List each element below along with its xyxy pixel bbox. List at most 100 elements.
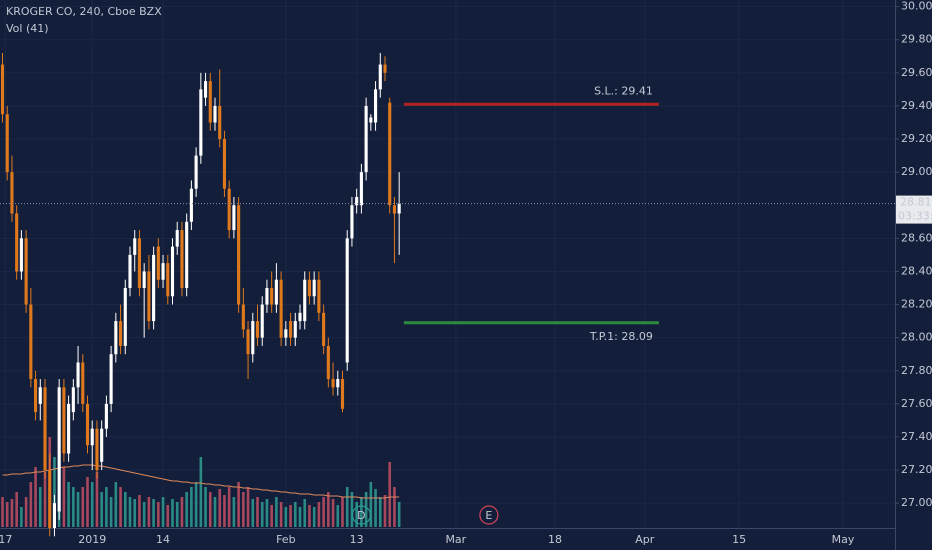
volume-bar: [72, 487, 75, 527]
candle-body: [133, 238, 137, 255]
level-label: S.L.: 29.41: [594, 84, 653, 97]
candle-body: [152, 254, 156, 322]
volume-bar: [1, 497, 4, 527]
volume-bar: [199, 457, 203, 527]
candle-body: [15, 213, 19, 272]
x-tick-label: Mar: [445, 533, 466, 546]
candle-body: [298, 312, 302, 322]
x-tick-label: May: [832, 533, 855, 546]
candle-body: [307, 279, 312, 297]
y-tick-label: 29.00: [901, 165, 932, 178]
y-tick-label: 28.00: [901, 331, 932, 344]
candle-body: [114, 321, 118, 355]
candle-body: [147, 271, 151, 322]
volume-bar: [270, 505, 273, 527]
candle-body: [260, 304, 264, 338]
volume-bar: [128, 497, 132, 527]
volume-bar: [360, 497, 363, 527]
volume-bar: [279, 502, 283, 527]
candle-body: [388, 102, 392, 206]
volume-bar: [208, 492, 212, 527]
volume-bar: [171, 499, 174, 527]
volume-bar: [53, 457, 56, 527]
candle-body: [270, 288, 274, 305]
candle-body: [378, 64, 382, 90]
candle-body: [24, 238, 28, 305]
candle-body: [81, 362, 85, 404]
candle-body: [142, 271, 146, 288]
volume-bar: [133, 499, 137, 527]
volume-bar: [185, 492, 188, 527]
volume-bar: [298, 507, 302, 527]
candle-body: [104, 403, 108, 429]
candle-body: [364, 105, 368, 173]
candle-body: [232, 205, 236, 231]
candle-body: [251, 321, 255, 355]
volume-bar: [246, 487, 250, 527]
x-tick-label: 18: [548, 533, 562, 546]
volume-bar: [364, 492, 368, 527]
volume-bar: [369, 482, 373, 527]
volume-bar: [62, 467, 66, 527]
y-tick-label: 29.60: [901, 66, 932, 79]
candle-body: [345, 238, 349, 363]
volume-bar: [312, 507, 316, 527]
x-tick-label: 13: [350, 533, 364, 546]
volume-bar: [67, 482, 70, 527]
candle-body: [336, 379, 340, 388]
volume-bar: [383, 495, 387, 527]
x-tick-label: 2019: [78, 533, 106, 546]
volume-bar: [275, 497, 278, 527]
candle-body: [355, 196, 359, 206]
y-tick-label: 27.60: [901, 397, 932, 410]
y-tick-label: 28.40: [901, 264, 932, 277]
candle-body: [369, 117, 373, 123]
candle-body: [71, 387, 75, 413]
candle-body: [392, 205, 397, 214]
candle-body: [293, 321, 297, 338]
candle-body: [208, 81, 212, 123]
candle-body: [118, 321, 123, 346]
candle-body: [288, 321, 293, 338]
candle-body: [274, 279, 278, 305]
volume-bar: [190, 487, 193, 527]
candle-body: [213, 105, 217, 123]
volume-bar: [242, 492, 245, 527]
candle-body: [10, 172, 14, 214]
candle-body: [43, 387, 47, 471]
candle-body: [203, 81, 208, 98]
candle-body: [185, 221, 189, 288]
volume-bar: [223, 495, 226, 527]
candle-body: [322, 312, 326, 346]
candle-body: [340, 379, 345, 409]
volume-bar: [152, 499, 155, 527]
event-marker: [351, 505, 371, 525]
candle-body: [194, 155, 198, 189]
candle-body: [180, 230, 184, 288]
event-label: D: [357, 509, 365, 522]
volume-bar: [114, 482, 118, 527]
volume-bar: [355, 502, 358, 527]
volume-bar: [322, 497, 325, 527]
volume-bar: [303, 499, 307, 527]
x-tick-label: 15: [732, 533, 746, 546]
candle-body: [123, 288, 127, 346]
volume-bar: [119, 487, 122, 527]
volume-bar: [147, 497, 151, 527]
volume-bar: [293, 502, 297, 527]
candle-body: [161, 263, 165, 280]
volume-bar: [289, 505, 292, 527]
volume-bar: [24, 497, 28, 527]
volume-bar: [374, 489, 377, 527]
candle-body: [166, 263, 170, 297]
candle-body: [317, 279, 321, 313]
x-tick-label: Feb: [276, 533, 295, 546]
last-price-label: 28.81: [900, 196, 932, 209]
volume-bar: [251, 499, 255, 527]
candle-body: [90, 428, 94, 446]
volume-bar: [38, 487, 42, 527]
candle-body: [76, 362, 80, 388]
volume-bar: [308, 505, 311, 527]
